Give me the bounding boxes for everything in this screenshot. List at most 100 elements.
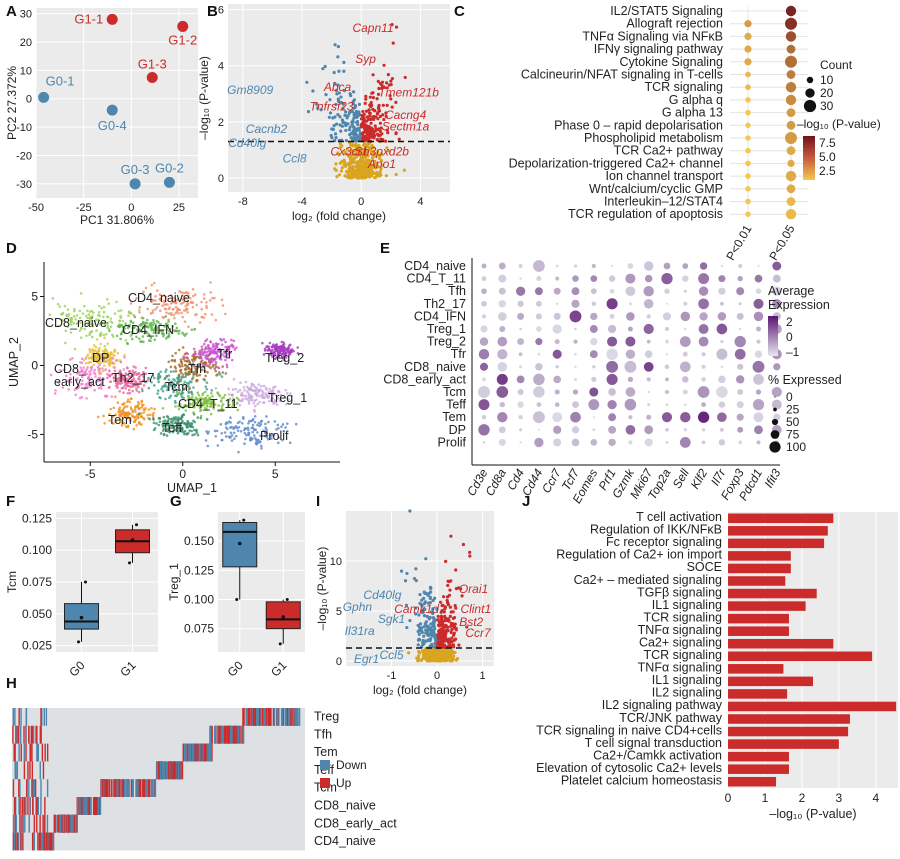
expression-dot bbox=[519, 428, 523, 432]
cell-point bbox=[192, 347, 196, 351]
gene-label-up: Orai1 bbox=[459, 582, 488, 596]
expression-dot bbox=[572, 275, 579, 282]
expression-dot bbox=[535, 313, 543, 320]
enrichment-dot bbox=[785, 82, 797, 93]
enrichment-dot bbox=[744, 32, 752, 41]
expression-dot bbox=[718, 275, 726, 283]
gene-point bbox=[352, 160, 356, 164]
mean-point bbox=[130, 538, 135, 542]
expression-dot bbox=[571, 426, 580, 434]
expression-dot bbox=[537, 428, 540, 431]
heatmap-cell bbox=[112, 779, 115, 797]
cell-point bbox=[67, 314, 70, 318]
heatmap-cell bbox=[205, 743, 207, 762]
cell-point bbox=[118, 390, 121, 393]
y-axis-title: PC2 27.372% bbox=[5, 66, 19, 140]
expression-dot bbox=[482, 441, 486, 444]
cell-point bbox=[158, 297, 161, 301]
cell-point bbox=[84, 386, 88, 390]
pct-legend-dot bbox=[773, 407, 777, 412]
gene-label-down: Ccl5 bbox=[380, 648, 404, 662]
expression-dot bbox=[736, 287, 745, 296]
bar-category-label: Platelet calcium homeostasis bbox=[561, 773, 722, 787]
cell-point bbox=[120, 386, 124, 390]
pathway-term: IFNγ signaling pathway bbox=[594, 42, 724, 56]
panel-letter-b: B bbox=[207, 3, 218, 20]
expression-dot bbox=[606, 298, 618, 310]
expression-dot bbox=[533, 373, 545, 386]
cell-point bbox=[276, 423, 280, 427]
cell-point bbox=[103, 323, 107, 327]
gene-point bbox=[441, 595, 446, 599]
pathway-term: Allograft rejection bbox=[626, 17, 723, 31]
cell-point bbox=[107, 327, 111, 331]
cell-point bbox=[152, 328, 156, 331]
cell-point bbox=[251, 417, 255, 421]
cell-point bbox=[188, 380, 192, 383]
gene-point bbox=[443, 634, 448, 639]
heatmap-row-label: Treg bbox=[314, 709, 339, 723]
cell-point bbox=[79, 292, 83, 295]
cell-point bbox=[80, 361, 84, 365]
heatmap-cell bbox=[40, 779, 42, 797]
cell-point bbox=[215, 374, 218, 377]
cell-point bbox=[118, 319, 122, 323]
expression-dot bbox=[553, 425, 562, 434]
heatmap-cell bbox=[95, 797, 97, 815]
bar bbox=[728, 576, 786, 586]
cell-point bbox=[149, 336, 153, 340]
expression-dot bbox=[624, 398, 637, 411]
cell-point bbox=[93, 368, 97, 372]
gene-point bbox=[377, 153, 382, 158]
cell-point bbox=[202, 377, 206, 381]
cell-point bbox=[69, 323, 73, 326]
cell-point bbox=[220, 431, 223, 435]
cell-point bbox=[247, 396, 251, 399]
gene-point bbox=[371, 73, 375, 77]
expression-dot bbox=[646, 414, 652, 420]
expression-dot bbox=[646, 339, 651, 344]
expr-legend-bar bbox=[768, 316, 778, 356]
size-legend-label: 10 bbox=[820, 73, 834, 87]
cell-point bbox=[91, 348, 95, 351]
cell-point bbox=[67, 312, 71, 316]
gene-point bbox=[370, 151, 375, 156]
panel-letter-h: H bbox=[6, 675, 17, 692]
gene-point bbox=[379, 126, 383, 130]
cell-point bbox=[200, 315, 204, 319]
expression-dot bbox=[701, 402, 706, 407]
cell-point bbox=[92, 311, 95, 315]
heatmap-cell bbox=[165, 761, 168, 780]
cell-point bbox=[181, 346, 185, 349]
gene-point bbox=[363, 150, 367, 154]
cell-point bbox=[61, 386, 65, 389]
sample-point bbox=[278, 642, 282, 646]
cell-point bbox=[178, 308, 182, 312]
pathway-term: IL2/STAT5 Signaling bbox=[610, 4, 723, 18]
gene-point bbox=[348, 125, 352, 129]
cell-point bbox=[256, 441, 260, 445]
expression-dot bbox=[517, 312, 525, 320]
expression-dot bbox=[481, 288, 487, 295]
expr-legend-label: –1 bbox=[786, 345, 800, 359]
gene-point bbox=[333, 43, 337, 47]
cell-point bbox=[80, 357, 84, 361]
enrichment-dot bbox=[745, 147, 751, 154]
size-legend-title: Count bbox=[820, 58, 853, 72]
gene-point bbox=[353, 144, 358, 148]
pathway-term: Ion channel transport bbox=[606, 169, 724, 183]
expression-dot bbox=[734, 335, 746, 348]
gene-point bbox=[369, 163, 373, 167]
y-axis-title: Treg_1 bbox=[167, 563, 181, 601]
heatmap-cell bbox=[117, 779, 119, 797]
cell-point bbox=[130, 332, 134, 336]
cell-point bbox=[81, 382, 84, 386]
heatmap-cell bbox=[40, 708, 42, 726]
gene-point bbox=[441, 619, 446, 623]
expression-dot bbox=[554, 339, 560, 345]
cell-point bbox=[285, 422, 289, 425]
cell-point bbox=[85, 372, 89, 376]
heatmap-cell bbox=[149, 779, 151, 797]
cell-point bbox=[190, 328, 194, 332]
